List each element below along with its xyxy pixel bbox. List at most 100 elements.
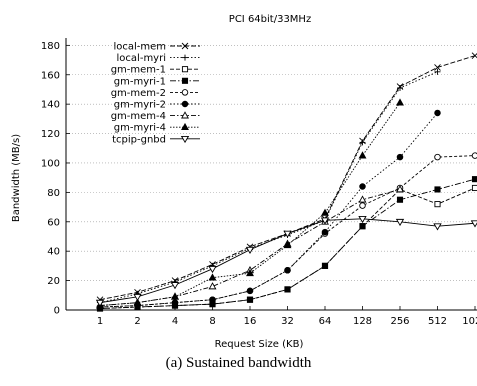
- data-point: [209, 296, 216, 303]
- series-line: [99, 155, 476, 308]
- legend-item: local-mem: [113, 42, 200, 53]
- data-point: [182, 54, 188, 61]
- data-point: [283, 240, 292, 249]
- y-tick-label: 60: [47, 217, 60, 228]
- y-tick-label: 180: [41, 41, 60, 52]
- y-tick-label: 40: [47, 247, 60, 258]
- series-tcpip-gnbd: [95, 215, 477, 307]
- data-point: [181, 122, 189, 131]
- data-point: [397, 84, 403, 91]
- y-tick-label: 140: [41, 100, 60, 111]
- data-point: [359, 202, 366, 209]
- y-tick-label: 0: [54, 306, 60, 317]
- legend-label: gm-mem-1: [111, 65, 166, 76]
- x-axis-label: Request Size (KB): [215, 339, 304, 350]
- data-point: [284, 267, 291, 274]
- data-point: [471, 176, 477, 183]
- series-lines: [95, 52, 477, 312]
- x-tick-label: 8: [209, 316, 215, 327]
- data-point: [396, 185, 404, 193]
- data-point: [321, 228, 329, 236]
- series-line: [99, 112, 438, 308]
- legend-item: gm-myri-4: [114, 123, 200, 134]
- x-tick-label: 1: [97, 316, 103, 327]
- data-point: [434, 64, 441, 71]
- data-point: [181, 111, 189, 119]
- x-tick-label: 32: [281, 316, 294, 327]
- legend: local-memlocal-myrigm-mem-1gm-myri-1gm-m…: [111, 42, 200, 145]
- data-point: [284, 286, 291, 293]
- figure-caption: (a) Sustained bandwidth: [165, 355, 312, 371]
- data-point: [395, 218, 405, 227]
- legend-item: gm-mem-4: [111, 111, 200, 122]
- x-tick-label: 512: [428, 316, 447, 327]
- data-point: [283, 230, 292, 238]
- data-point: [246, 268, 254, 277]
- data-point: [95, 299, 105, 307]
- axes: 0 20 40 60 80 100 120 140 160 180 1 2 4 8 16 32 64 128 256…: [41, 38, 477, 327]
- x-tick-label: 2: [134, 316, 140, 327]
- data-point: [171, 299, 179, 306]
- data-point: [245, 246, 255, 255]
- data-point: [434, 153, 441, 161]
- data-point: [434, 109, 441, 117]
- data-point: [133, 293, 142, 302]
- data-point: [208, 273, 217, 281]
- data-point: [180, 135, 190, 144]
- chart-title: PCI 64bit/33MHz: [229, 14, 311, 25]
- x-tick-label: 128: [353, 316, 372, 327]
- data-point: [321, 208, 329, 216]
- data-point: [181, 66, 189, 73]
- legend-item: gm-myri-2: [114, 100, 200, 111]
- data-point: [170, 282, 180, 290]
- legend-label: gm-myri-1: [114, 76, 166, 87]
- data-point: [358, 195, 367, 203]
- series-gm-myri-4: [96, 98, 404, 309]
- y-tick-label: 20: [47, 276, 60, 287]
- data-point: [359, 139, 366, 146]
- data-point: [208, 282, 217, 290]
- x-tick-label: 4: [172, 316, 178, 327]
- x-tick-label: 1024: [462, 316, 477, 327]
- y-tick-label: 100: [41, 158, 60, 169]
- data-point: [396, 196, 404, 203]
- legend-item: tcpip-gnbd: [112, 134, 200, 145]
- series-line: [99, 54, 477, 301]
- data-point: [434, 68, 441, 75]
- data-point: [246, 296, 254, 303]
- bandwidth-line-chart: 0 20 40 60 80 100 120 140 160 180 1 2 4 8 16 32 64 128 256…: [11, 14, 477, 350]
- data-point: [246, 287, 254, 295]
- data-point: [181, 77, 189, 84]
- data-point: [181, 89, 189, 96]
- data-point: [358, 215, 367, 224]
- y-tick-label: 120: [41, 129, 60, 140]
- legend-label: tcpip-gnbd: [112, 134, 166, 145]
- legend-label: gm-myri-4: [114, 123, 166, 134]
- data-point: [321, 262, 329, 269]
- data-point: [181, 100, 189, 108]
- data-point: [171, 292, 179, 300]
- legend-label: gm-mem-4: [111, 111, 166, 122]
- y-axis-label: Bandwidth (MB/s): [11, 134, 22, 222]
- data-point: [208, 265, 217, 274]
- x-tick-label: 16: [244, 316, 257, 327]
- data-point: [434, 186, 441, 193]
- legend-item: gm-myri-1: [114, 76, 200, 87]
- data-point: [396, 98, 404, 106]
- x-tick-label: 64: [319, 316, 332, 327]
- data-point: [359, 183, 366, 190]
- legend-item: gm-mem-2: [111, 88, 200, 99]
- x-tick-label: 256: [390, 316, 409, 327]
- legend-label: gm-mem-2: [111, 88, 166, 99]
- data-point: [133, 298, 142, 306]
- legend-item: gm-mem-1: [111, 65, 200, 76]
- data-point: [358, 151, 367, 159]
- data-point: [434, 201, 441, 208]
- legend-label: gm-myri-2: [114, 100, 166, 111]
- data-point: [433, 223, 442, 231]
- data-point: [396, 153, 404, 161]
- data-point: [471, 52, 477, 59]
- data-point: [359, 223, 366, 230]
- series-line: [99, 102, 401, 307]
